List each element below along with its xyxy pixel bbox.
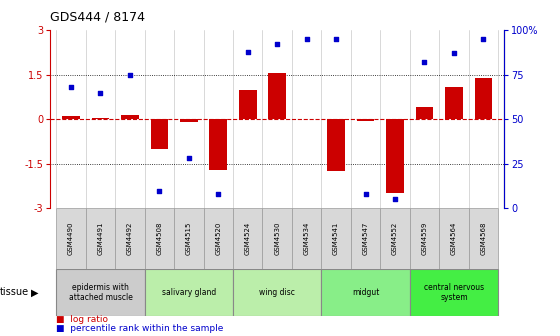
- Bar: [239, 90, 256, 119]
- Point: [479, 37, 488, 42]
- Bar: [57, 208, 86, 269]
- Point: [450, 51, 459, 56]
- Text: ■  percentile rank within the sample: ■ percentile rank within the sample: [56, 324, 223, 333]
- Bar: [380, 208, 410, 269]
- Bar: [86, 208, 115, 269]
- Point: [390, 197, 399, 202]
- Text: GSM4492: GSM4492: [127, 222, 133, 255]
- Bar: [144, 269, 233, 316]
- Point: [332, 37, 340, 42]
- Text: GSM4541: GSM4541: [333, 222, 339, 255]
- Text: GSM4564: GSM4564: [451, 222, 457, 255]
- Bar: [327, 119, 345, 171]
- Text: GSM4559: GSM4559: [422, 222, 427, 255]
- Bar: [174, 208, 204, 269]
- Text: midgut: midgut: [352, 288, 379, 297]
- Bar: [439, 208, 469, 269]
- Bar: [151, 119, 168, 149]
- Text: GSM4490: GSM4490: [68, 222, 74, 255]
- Bar: [180, 119, 198, 122]
- Text: GSM4534: GSM4534: [304, 222, 310, 255]
- Text: GSM4552: GSM4552: [392, 222, 398, 255]
- Bar: [321, 269, 410, 316]
- Bar: [209, 119, 227, 170]
- Text: GSM4520: GSM4520: [215, 222, 221, 255]
- Text: GSM4547: GSM4547: [362, 222, 368, 255]
- Point: [420, 59, 429, 65]
- Point: [125, 72, 134, 78]
- Bar: [204, 208, 233, 269]
- Point: [214, 192, 223, 197]
- Point: [302, 37, 311, 42]
- Text: salivary gland: salivary gland: [162, 288, 216, 297]
- Bar: [233, 269, 321, 316]
- Text: tissue: tissue: [0, 287, 29, 297]
- Bar: [351, 208, 380, 269]
- Text: central nervous
system: central nervous system: [424, 283, 484, 302]
- Text: GSM4491: GSM4491: [97, 222, 104, 255]
- Bar: [445, 87, 463, 119]
- Bar: [474, 78, 492, 119]
- Text: GSM4568: GSM4568: [480, 222, 487, 255]
- Text: wing disc: wing disc: [259, 288, 295, 297]
- Bar: [263, 208, 292, 269]
- Point: [155, 188, 164, 193]
- Bar: [321, 208, 351, 269]
- Point: [273, 42, 282, 47]
- Text: epidermis with
attached muscle: epidermis with attached muscle: [68, 283, 132, 302]
- Text: GSM4508: GSM4508: [156, 222, 162, 255]
- Point: [67, 85, 76, 90]
- Bar: [357, 119, 375, 121]
- Point: [184, 156, 193, 161]
- Bar: [115, 208, 144, 269]
- Point: [361, 192, 370, 197]
- Point: [243, 49, 252, 54]
- Text: GDS444 / 8174: GDS444 / 8174: [50, 10, 146, 23]
- Bar: [144, 208, 174, 269]
- Bar: [233, 208, 263, 269]
- Text: ■  log ratio: ■ log ratio: [56, 315, 108, 324]
- Bar: [386, 119, 404, 194]
- Bar: [416, 108, 433, 119]
- Bar: [410, 208, 439, 269]
- Bar: [57, 269, 144, 316]
- Point: [96, 90, 105, 95]
- Bar: [92, 118, 109, 119]
- Bar: [62, 116, 80, 119]
- Bar: [292, 208, 321, 269]
- Text: GSM4524: GSM4524: [245, 222, 251, 255]
- Bar: [121, 115, 139, 119]
- Bar: [268, 73, 286, 119]
- Text: ▶: ▶: [31, 287, 38, 297]
- Bar: [410, 269, 498, 316]
- Text: GSM4515: GSM4515: [186, 222, 192, 255]
- Bar: [469, 208, 498, 269]
- Text: GSM4530: GSM4530: [274, 222, 280, 255]
